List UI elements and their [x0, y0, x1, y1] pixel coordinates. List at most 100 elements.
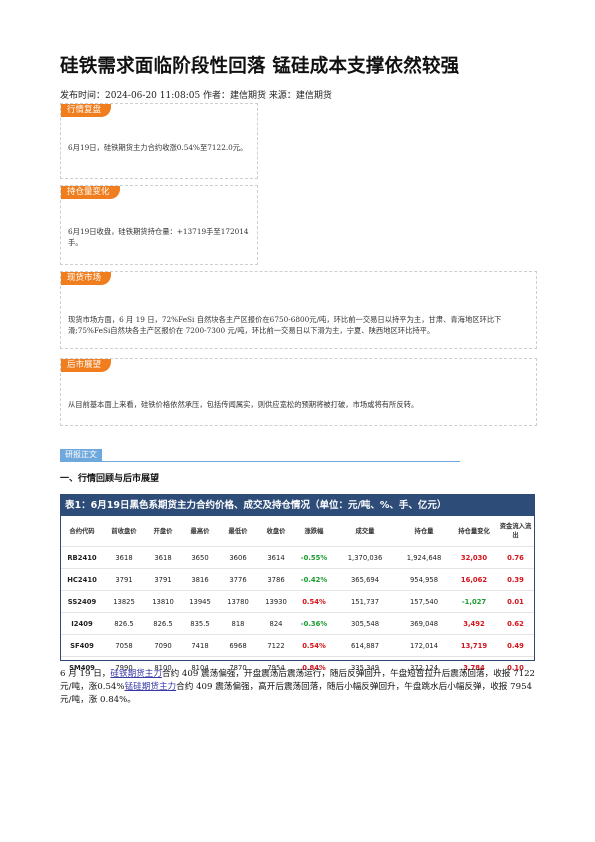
contract-code-cell: I2409: [61, 612, 103, 635]
table-cell: 3,784: [451, 656, 497, 678]
table-cell: 369,048: [397, 612, 451, 635]
table-row: HC2410 3791 3791 3816 3776 3786 -0.42% 365,694 9…: [61, 568, 534, 591]
table-cell: 0.01: [497, 590, 534, 613]
table-cell: 3606: [219, 546, 257, 569]
table-row: RB2410 3618 3618 3650 3606 3614 -0.55% 1,370,03…: [61, 546, 534, 569]
futures-data-table: 合约代码 前收盘价 开盘价 最高价 最低价 收盘价 涨跌幅 成交量 持仓量 持仓…: [61, 516, 534, 678]
table-row: SS2409 13825 13810 13945 13780 13930 0.54% 151,…: [61, 590, 534, 613]
col-header: 前收盘价: [111, 527, 137, 535]
table-cell: 335,349: [333, 656, 397, 678]
table-cell: 0.76: [497, 546, 534, 569]
table-cell: 7990: [103, 656, 145, 678]
table-header-row: 合约代码 前收盘价 开盘价 最高价 最低价 收盘价 涨跌幅 成交量 持仓量 持仓…: [61, 516, 534, 547]
futures-table: 表1：6月19日黑色系期货主力合约价格、成交及持仓情况（单位：元/吨、%、手、亿…: [60, 494, 535, 678]
table-cell: 13930: [257, 590, 295, 613]
table-cell: 954,958: [397, 568, 451, 591]
table-cell: 0.39: [497, 568, 534, 591]
paragraph-text: 合约 409 震荡偏强，高开后震荡回落，随后小幅反弹回升，午盘跳水后小幅反弹，收…: [60, 682, 533, 705]
table-cell: 0.54%: [295, 634, 333, 657]
col-header: 资金流入流出: [499, 523, 532, 539]
table-cell: 7122: [257, 634, 295, 657]
paragraph-text: 6 月 19 日，: [60, 669, 111, 679]
table-cell: 3618: [145, 546, 181, 569]
position-text: 6月19日收盘，硅铁期货持仓量：+13719手至172014手。: [68, 227, 249, 247]
table-cell: 614,887: [333, 634, 397, 657]
table-cell: 3816: [181, 568, 219, 591]
outlook-text: 从目前基本面上来看，硅铁价格依然承压，包括传闻属实，则供应宽松的预期将被打破，市…: [68, 400, 419, 409]
market-review-text: 6月19日，硅铁期货主力合约收涨0.54%至7122.0元。: [68, 143, 248, 152]
report-body-tab[interactable]: 研报正文: [60, 449, 102, 461]
outlook-tag: 后市展望: [61, 359, 112, 372]
table-cell: 172,014: [397, 634, 451, 657]
article-meta: 发布时间：2024-06-20 11:08:05 作者：建信期货 来源：建信期货: [60, 91, 332, 101]
table-cell: 13945: [181, 590, 219, 613]
table-cell: 7954: [257, 656, 295, 678]
table-cell: 157,540: [397, 590, 451, 613]
table-cell: 0.10: [497, 656, 534, 678]
table-cell: 0.54%: [295, 590, 333, 613]
col-header: 成交量: [355, 527, 375, 535]
table-cell: 1,370,036: [333, 546, 397, 569]
table-cell: 372,124: [397, 656, 451, 678]
ferrosilicon-futures-link[interactable]: 硅铁期货主力: [110, 669, 162, 679]
col-header: 最低价: [228, 527, 248, 535]
table-row: I2409 826.5 826.5 835.5 818 824 -0.36% 305,548 3…: [61, 612, 534, 635]
contract-code-cell: RB2410: [61, 546, 103, 569]
spot-market-tag: 现货市场: [61, 272, 112, 285]
table-cell: 3,492: [451, 612, 497, 635]
col-header: 最高价: [190, 527, 210, 535]
table-row: SF409 7058 7090 7418 6968 7122 0.54% 614,887 172…: [61, 634, 534, 657]
table-cell: 8104: [181, 656, 219, 678]
table-cell: 0.49: [497, 634, 534, 657]
table-cell: 13810: [145, 590, 181, 613]
table-cell: 365,694: [333, 568, 397, 591]
position-tag: 持仓量变化: [61, 186, 120, 199]
table-cell: 13,719: [451, 634, 497, 657]
table-cell: 8100: [145, 656, 181, 678]
table-cell: 0.62: [497, 612, 534, 635]
table-cell: 835.5: [181, 612, 219, 635]
table-cell: 32,030: [451, 546, 497, 569]
spot-market-box: 现货市场 现货市场方面，6 月 19 日，72%FeSi 自然块各主产区报价在6…: [60, 271, 537, 349]
silicomanganese-futures-link[interactable]: 锰硅期货主力: [124, 682, 177, 692]
table-cell: 824: [257, 612, 295, 635]
table-cell: 0.84%: [295, 656, 333, 678]
article-title: 硅铁需求面临阶段性回落 锰硅成本支撑依然较强: [60, 56, 460, 77]
table-cell: 13825: [103, 590, 145, 613]
table-cell: 3786: [257, 568, 295, 591]
table-cell: 3614: [257, 546, 295, 569]
col-header: 持仓量: [414, 527, 434, 535]
table-cell: 826.5: [145, 612, 181, 635]
contract-code-cell: SF409: [61, 634, 103, 657]
table-cell: 3791: [103, 568, 145, 591]
contract-code-cell: SS2409: [61, 590, 103, 613]
contract-code-cell: SM409: [61, 656, 103, 678]
col-header: 开盘价: [153, 527, 173, 535]
spot-market-text: 现货市场方面，6 月 19 日，72%FeSi 自然块各主产区报价在6750-6…: [68, 315, 502, 335]
table-cell: 7058: [103, 634, 145, 657]
market-review-tag: 行情复盘: [61, 104, 112, 117]
outlook-box: 后市展望 从目前基本面上来看，硅铁价格依然承压，包括传闻属实，则供应宽松的预期将…: [60, 358, 537, 426]
table-row: SM409 7990 8100 8104 7870 7954 0.84% 335,349 372…: [61, 656, 534, 678]
table-title: 表1：6月19日黑色系期货主力合约价格、成交及持仓情况（单位：元/吨、%、手、亿…: [61, 495, 534, 516]
position-box: 持仓量变化 6月19日收盘，硅铁期货持仓量：+13719手至172014手。: [60, 185, 258, 265]
table-cell: 1,924,648: [397, 546, 451, 569]
col-header: 合约代码: [69, 527, 95, 535]
table-cell: 826.5: [103, 612, 145, 635]
paragraph-text: 合约 409 震荡偏强，开盘震荡后震荡运行，随后反弹回升，午盘短暂拉升后震荡回落…: [60, 669, 536, 692]
review-paragraph: 6 月 19 日，硅铁期货主力合约 409 震荡偏强，开盘震荡后震荡运行，随后反…: [60, 668, 536, 707]
report-tab-underline: [60, 461, 460, 462]
table-cell: -1,027: [451, 590, 497, 613]
table-cell: 7090: [145, 634, 181, 657]
table-cell: -0.42%: [295, 568, 333, 591]
table-cell: 3791: [145, 568, 181, 591]
table-cell: 3650: [181, 546, 219, 569]
table-cell: 305,548: [333, 612, 397, 635]
table-cell: 3618: [103, 546, 145, 569]
col-header: 收盘价: [266, 527, 286, 535]
market-review-box: 行情复盘 6月19日，硅铁期货主力合约收涨0.54%至7122.0元。: [60, 103, 258, 179]
table-cell: -0.55%: [295, 546, 333, 569]
table-cell: 16,062: [451, 568, 497, 591]
table-cell: -0.36%: [295, 612, 333, 635]
table-cell: 818: [219, 612, 257, 635]
